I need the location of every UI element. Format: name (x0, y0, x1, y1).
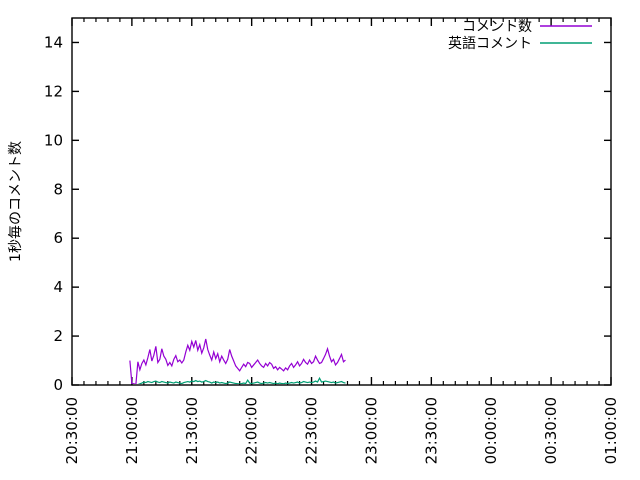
x-tick-label: 00:30:00 (542, 397, 560, 464)
x-tick-label: 22:00:00 (243, 397, 261, 464)
y-tick-label: 8 (53, 180, 63, 198)
x-tick-label: 21:00:00 (123, 397, 141, 464)
x-tick-label: 23:00:00 (362, 397, 380, 464)
legend-label-comment-count: コメント数 (462, 19, 532, 35)
y-tick-label: 12 (44, 82, 63, 100)
y-tick-label: 14 (44, 33, 63, 51)
x-tick-label: 20:30:00 (63, 397, 81, 464)
x-tick-label: 01:00:00 (602, 397, 620, 464)
x-tick-label: 00:00:00 (482, 397, 500, 464)
legend-label-english-comment: 英語コメント (448, 35, 532, 52)
y-tick-label: 4 (53, 278, 63, 296)
series-line-english-comment (137, 376, 346, 384)
series-line-comment-count (129, 338, 346, 384)
y-axis-label: 1秒毎のコメント数 (8, 141, 24, 262)
x-tick-label: 21:30:00 (183, 397, 201, 464)
y-tick-label: 2 (53, 327, 63, 345)
x-tick-label: 23:30:00 (422, 397, 440, 464)
y-tick-label: 0 (53, 376, 63, 394)
y-tick-label: 10 (44, 131, 63, 149)
x-tick-label: 22:30:00 (303, 397, 321, 464)
y-tick-label: 6 (53, 229, 63, 247)
plot-frame (71, 17, 612, 386)
